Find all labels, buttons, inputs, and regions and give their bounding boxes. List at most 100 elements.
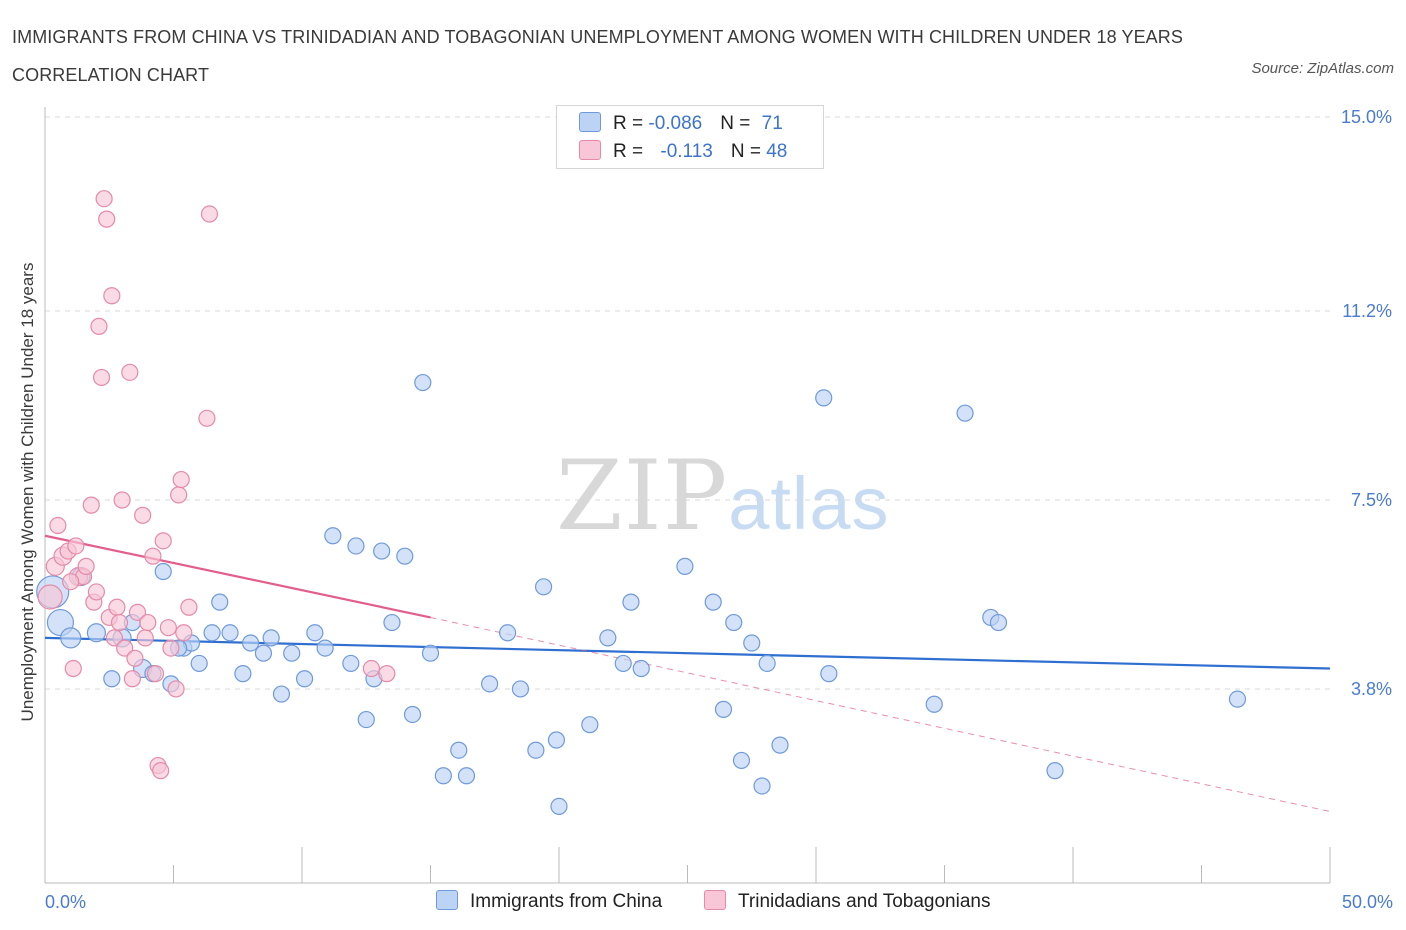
china-point <box>753 777 771 795</box>
legend-swatch-tt <box>704 890 726 910</box>
china-point <box>403 705 422 724</box>
china-point <box>295 670 314 688</box>
legend-swatch-china <box>579 112 601 132</box>
china-point <box>758 654 776 673</box>
legend-item-china: Immigrants from China <box>436 890 662 913</box>
china-point <box>103 670 121 688</box>
legend-item-tt: Trinidadians and Tobagonians <box>704 890 990 913</box>
china-point <box>534 578 553 596</box>
china-point <box>815 389 833 407</box>
china-point <box>1046 762 1064 780</box>
tt-point <box>167 680 185 698</box>
tt-point <box>154 532 172 550</box>
tt-point <box>82 496 100 514</box>
y-tick-label: 3.8% <box>1351 679 1392 699</box>
tt-point <box>180 598 198 616</box>
china-point <box>1228 690 1247 708</box>
legend-r-label: R = <box>613 141 649 162</box>
tt-point <box>49 516 67 535</box>
tt-point <box>170 486 188 504</box>
tt-point <box>103 287 121 305</box>
tt-point <box>152 762 170 780</box>
china-point <box>221 624 239 642</box>
china-point <box>203 624 221 642</box>
china-point <box>306 624 324 642</box>
china-point <box>581 716 599 734</box>
china-point <box>262 629 280 647</box>
china-point <box>599 629 617 647</box>
legend-r-value: -0.113 <box>660 141 713 162</box>
china-point <box>550 797 568 816</box>
china-point <box>989 613 1008 632</box>
chart-title: IMMIGRANTS FROM CHINA VS TRINIDADIAN AND… <box>12 27 1183 85</box>
china-point <box>499 624 517 642</box>
china-point <box>414 373 432 392</box>
watermark: ZIPatlas <box>556 440 890 552</box>
tt-point <box>159 619 177 637</box>
legend-row-china: R = -0.086 N = 71 <box>579 112 783 138</box>
tt-point <box>98 210 116 228</box>
legend-swatch-china <box>436 890 458 910</box>
tt-point <box>162 639 180 657</box>
tt-point <box>37 584 63 610</box>
source-label: Source: ZipAtlas.com <box>1251 60 1394 77</box>
x-tick-label: 50.0% <box>1342 892 1393 912</box>
china-point <box>725 613 743 632</box>
tt-point <box>134 506 152 524</box>
y-tick-label: 7.5% <box>1351 490 1392 510</box>
legend-r-value: -0.086 <box>648 113 703 134</box>
grid-lines <box>45 116 1330 690</box>
china-point <box>190 654 208 673</box>
legend-label-china: Immigrants from China <box>470 891 663 912</box>
china-point <box>373 542 391 560</box>
tt-point <box>121 363 139 381</box>
tt-trend-line <box>44 534 431 619</box>
china-point <box>383 613 401 632</box>
tt-point <box>116 639 134 657</box>
legend-n-label: N = <box>720 113 756 134</box>
tt-point <box>172 470 190 489</box>
china-point <box>925 695 943 713</box>
tt-point <box>67 537 85 555</box>
china-point <box>347 537 365 555</box>
china-point <box>272 685 291 703</box>
tt-point <box>200 205 219 223</box>
tt-trend-line-extended <box>430 616 1331 812</box>
tt-point <box>108 598 126 616</box>
china-point <box>283 644 301 662</box>
china-point <box>316 639 334 657</box>
tt-point <box>92 368 111 387</box>
tt-point <box>144 547 162 565</box>
china-point <box>956 404 974 422</box>
china-point <box>324 527 342 545</box>
y-tick-label: 15.0% <box>1341 107 1392 127</box>
y-axis-title: Unemployment Among Women with Children U… <box>18 263 37 722</box>
tt-point <box>105 629 123 647</box>
tt-point <box>198 409 216 427</box>
china-point <box>676 557 694 575</box>
tt-point <box>123 670 141 688</box>
tick-labels: 3.8% 7.5% 11.2% 15.0% 0.0% 50.0% Unemployment … <box>18 107 1393 912</box>
china-point <box>771 736 789 754</box>
china-point <box>154 562 172 581</box>
tt-point <box>378 665 396 683</box>
tt-point <box>139 613 157 632</box>
tt-point <box>64 659 82 678</box>
china-point <box>704 593 722 611</box>
china-point <box>614 654 632 673</box>
china-point <box>732 751 751 770</box>
china-point <box>242 634 260 652</box>
legend-n-label: N = <box>730 141 767 162</box>
china-trend-line <box>44 636 1331 670</box>
china-point <box>434 767 452 785</box>
legend-r-label: R = <box>613 113 649 134</box>
china-point <box>234 665 252 683</box>
watermark-atlas: atlas <box>728 462 890 545</box>
tt-point <box>126 649 144 667</box>
china-point <box>622 593 640 611</box>
tt-point <box>87 583 106 601</box>
china-point <box>396 547 414 565</box>
china-point <box>342 654 360 673</box>
china-point <box>450 741 468 759</box>
